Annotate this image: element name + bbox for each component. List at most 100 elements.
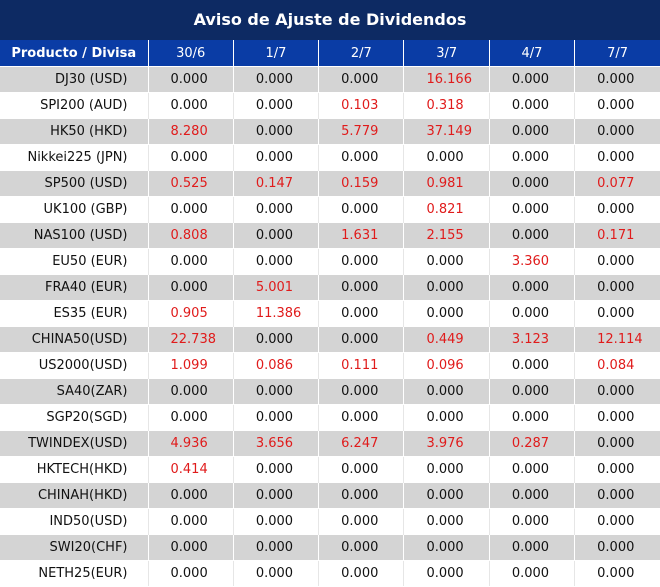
value-cell: 1.099 <box>147 352 234 379</box>
table-row: NETH25(EUR) 0.000 0.000 0.000 0.000 0.000 0.00… <box>0 560 660 586</box>
value-cell: 0.000 <box>232 326 319 353</box>
value-cell: 0.318 <box>403 92 490 119</box>
value-cell: 0.147 <box>232 170 319 197</box>
value-cell: 0.000 <box>403 508 490 535</box>
value-cell: 0.000 <box>488 352 575 379</box>
value-cell: 0.000 <box>147 560 234 586</box>
product-cell: UK100 (GBP) <box>0 196 148 223</box>
table-row: UK100 (GBP) 0.000 0.000 0.000 0.821 0.000 0.00… <box>0 196 660 223</box>
table-row: HK50 (HKD) 8.280 0.000 5.779 37.149 0.000 0.00… <box>0 118 660 145</box>
value-cell: 6.247 <box>318 430 404 457</box>
value-cell: 0.000 <box>403 482 490 509</box>
product-cell: DJ30 (USD) <box>0 66 148 93</box>
value-cell: 0.103 <box>318 92 404 119</box>
value-cell: 0.000 <box>574 404 660 431</box>
value-cell: 0.000 <box>488 92 575 119</box>
value-cell: 0.000 <box>232 66 319 93</box>
table-row: SGP20(SGD) 0.000 0.000 0.000 0.000 0.000 0.000 <box>0 404 660 431</box>
value-cell: 0.000 <box>318 300 404 327</box>
value-cell: 0.000 <box>488 404 575 431</box>
value-cell: 0.000 <box>232 560 319 586</box>
value-cell: 0.000 <box>403 378 490 405</box>
product-cell: CHINA50(USD) <box>0 326 148 353</box>
value-cell: 0.000 <box>147 248 234 275</box>
table-row: CHINA50(USD) 22.738 0.000 0.000 0.449 3.123 12… <box>0 326 660 353</box>
value-cell: 0.000 <box>232 456 319 483</box>
value-cell: 0.000 <box>318 144 404 171</box>
value-cell: 0.171 <box>574 222 660 249</box>
value-cell: 0.000 <box>403 144 490 171</box>
value-cell: 0.000 <box>574 118 660 145</box>
value-cell: 0.000 <box>318 326 404 353</box>
value-cell: 0.000 <box>574 456 660 483</box>
value-cell: 0.000 <box>488 222 575 249</box>
value-cell: 0.000 <box>232 144 319 171</box>
value-cell: 0.000 <box>488 274 575 301</box>
value-cell: 0.000 <box>232 196 319 223</box>
value-cell: 0.000 <box>574 92 660 119</box>
product-cell: TWINDEX(USD) <box>0 430 148 457</box>
column-header-date: 2/7 <box>318 40 404 67</box>
value-cell: 0.000 <box>318 378 404 405</box>
value-cell: 22.738 <box>147 326 234 353</box>
value-cell: 0.821 <box>403 196 490 223</box>
value-cell: 0.000 <box>574 534 660 561</box>
value-cell: 0.449 <box>403 326 490 353</box>
value-cell: 0.000 <box>574 66 660 93</box>
table-row: DJ30 (USD) 0.000 0.000 0.000 16.166 0.000 0.00… <box>0 66 660 93</box>
table-row: US2000(USD) 1.099 0.086 0.111 0.096 0.000 0.08… <box>0 352 660 379</box>
column-header-date: 7/7 <box>574 40 660 67</box>
table-row: SWI20(CHF) 0.000 0.000 0.000 0.000 0.000 0.000 <box>0 534 660 561</box>
value-cell: 0.086 <box>232 352 319 379</box>
value-cell: 0.000 <box>488 508 575 535</box>
value-cell: 4.936 <box>147 430 234 457</box>
table-header-row: Producto / Divisa 30/6 1/7 2/7 3/7 4/7 7… <box>0 40 660 67</box>
value-cell: 0.000 <box>147 66 234 93</box>
product-cell: US2000(USD) <box>0 352 148 379</box>
dividend-table: Producto / Divisa 30/6 1/7 2/7 3/7 4/7 7… <box>0 40 660 586</box>
product-cell: SP500 (USD) <box>0 170 148 197</box>
table-row: HKTECH(HKD) 0.414 0.000 0.000 0.000 0.000 0.00… <box>0 456 660 483</box>
value-cell: 0.000 <box>574 378 660 405</box>
value-cell: 3.123 <box>488 326 575 353</box>
product-cell: SWI20(CHF) <box>0 534 148 561</box>
value-cell: 3.360 <box>488 248 575 275</box>
value-cell: 0.159 <box>318 170 404 197</box>
value-cell: 0.287 <box>488 430 575 457</box>
product-cell: NAS100 (USD) <box>0 222 148 249</box>
value-cell: 0.000 <box>318 456 404 483</box>
value-cell: 5.779 <box>318 118 404 145</box>
table-row: SPI200 (AUD) 0.000 0.000 0.103 0.318 0.000 0.0… <box>0 92 660 119</box>
value-cell: 0.000 <box>488 456 575 483</box>
column-header-date: 30/6 <box>147 40 234 67</box>
value-cell: 0.096 <box>403 352 490 379</box>
value-cell: 0.000 <box>488 534 575 561</box>
value-cell: 8.280 <box>147 118 234 145</box>
value-cell: 0.000 <box>574 560 660 586</box>
value-cell: 0.905 <box>147 300 234 327</box>
value-cell: 0.000 <box>147 508 234 535</box>
value-cell: 0.000 <box>403 560 490 586</box>
value-cell: 0.000 <box>574 248 660 275</box>
value-cell: 0.000 <box>488 144 575 171</box>
value-cell: 0.000 <box>232 378 319 405</box>
value-cell: 0.000 <box>574 274 660 301</box>
value-cell: 0.000 <box>488 560 575 586</box>
product-cell: ES35 (EUR) <box>0 300 148 327</box>
value-cell: 0.000 <box>318 404 404 431</box>
table-row: SP500 (USD) 0.525 0.147 0.159 0.981 0.000 0.07… <box>0 170 660 197</box>
product-cell: IND50(USD) <box>0 508 148 535</box>
product-cell: NETH25(EUR) <box>0 560 148 586</box>
value-cell: 0.808 <box>147 222 234 249</box>
value-cell: 1.631 <box>318 222 404 249</box>
value-cell: 0.000 <box>147 534 234 561</box>
column-header-product: Producto / Divisa <box>0 40 148 67</box>
value-cell: 0.000 <box>318 508 404 535</box>
value-cell: 0.000 <box>318 248 404 275</box>
value-cell: 0.000 <box>318 196 404 223</box>
table-row: NAS100 (USD) 0.808 0.000 1.631 2.155 0.000 0.1… <box>0 222 660 249</box>
value-cell: 0.077 <box>574 170 660 197</box>
table-row: EU50 (EUR) 0.000 0.000 0.000 0.000 3.360 0.000 <box>0 248 660 275</box>
value-cell: 0.000 <box>488 378 575 405</box>
